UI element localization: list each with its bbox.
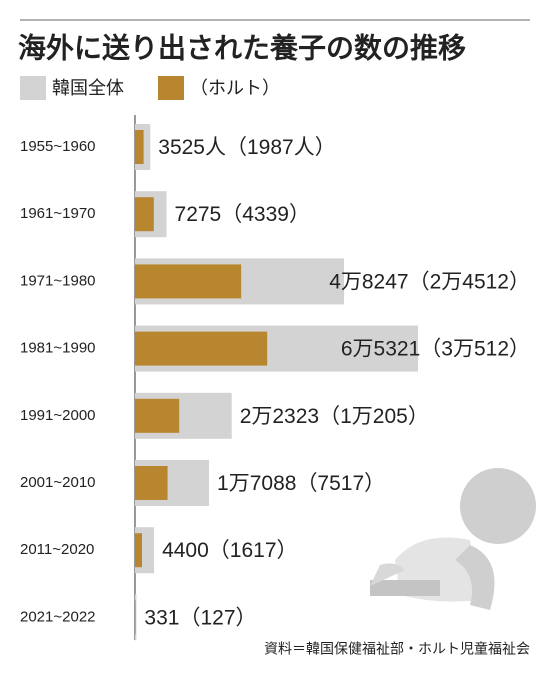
value-label-part: （7517） [296,472,385,495]
value-label-part: 7275 [175,203,222,226]
value-label: 3525人（1987人） [158,136,335,159]
category-label: 2011~2020 [20,541,94,558]
value-label: 4万8247（2万4512） [329,270,530,293]
holt-bar [135,398,180,433]
category-label: 2001~2010 [20,474,96,491]
category-label: 1991~2000 [20,407,96,424]
value-label-part: 2万2323 [240,404,319,427]
holt-bar [135,264,242,299]
value-label: 2万2323（1万205） [240,404,429,427]
holt-bar [135,466,168,500]
illustration [370,468,536,610]
value-label-part: 4400 [162,539,209,562]
value-label-part: （1万205） [319,404,429,427]
value-label: 1万7088（7517） [217,472,385,495]
chart-title: 海外に送り出された養子の数の推移 [18,31,466,63]
legend-label: 韓国全体 [52,78,124,98]
category-label: 2021~2022 [20,608,96,625]
value-label-part: （2万4512） [409,270,530,293]
value-label-part: （4339） [221,203,310,226]
value-label-part: （1987人） [226,136,336,159]
category-label: 1961~1970 [20,205,96,222]
legend-swatch [20,76,46,100]
category-label: 1955~1960 [20,138,96,155]
value-label: 331（127） [144,606,256,629]
category-label: 1971~1980 [20,272,96,289]
value-label-part: （3万512） [420,337,530,360]
value-label-part: （1617） [209,539,298,562]
legend-label: （ホルト） [190,78,280,98]
value-label: 4400（1617） [162,539,297,562]
holt-bar [135,331,268,366]
holt-bar [135,130,144,164]
holt-bar [135,533,143,568]
source: 資料＝韓国保健福祉部・ホルト児童福祉会 [264,641,530,657]
value-label: 6万5321（3万512） [341,337,530,360]
value-label-part: 6万5321 [341,337,420,360]
category-label: 1981~1990 [20,340,96,357]
holt-bar [135,600,136,635]
value-label-part: 4万8247 [329,270,408,293]
holt-bar [135,197,154,232]
legend-swatch [158,76,184,100]
value-label-part: 1万7088 [217,472,296,495]
value-label-part: 3525人 [158,136,226,159]
value-label-part: （127） [179,606,256,629]
value-label: 7275（4339） [175,203,310,226]
value-label-part: 331 [144,606,179,629]
total-bar [135,594,137,641]
